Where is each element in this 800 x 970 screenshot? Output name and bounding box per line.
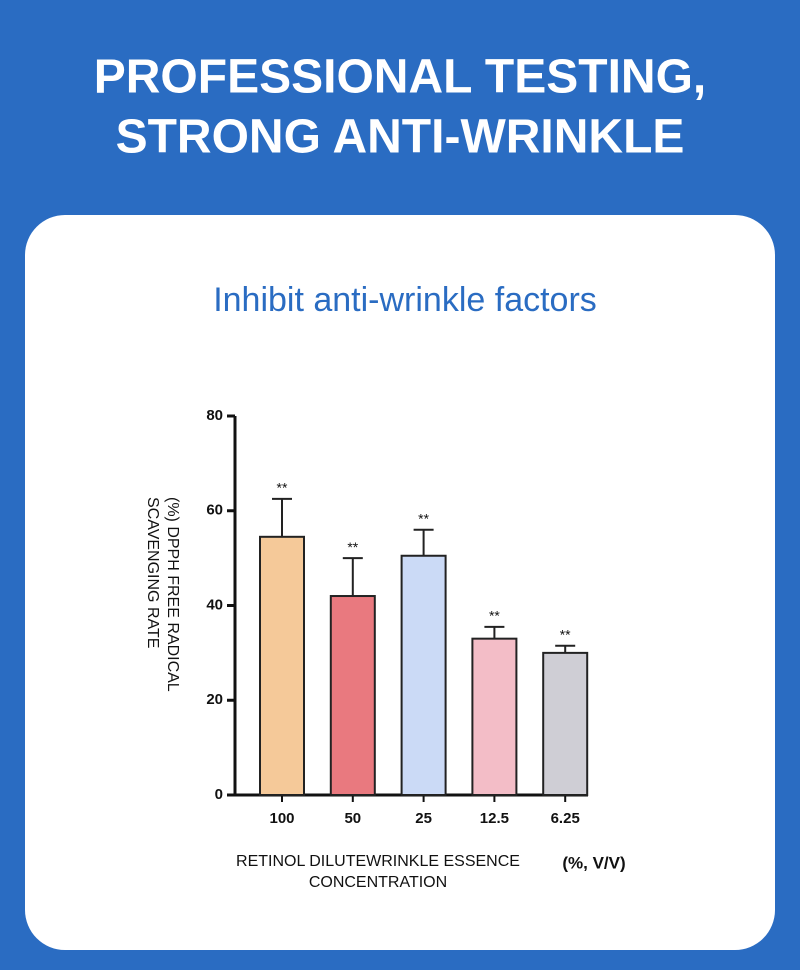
significance-label: **: [489, 608, 500, 624]
y-tick-label: 20: [206, 691, 223, 708]
x-tick-label: 50: [344, 810, 361, 827]
significance-label: **: [560, 626, 571, 642]
bar: [329, 595, 376, 797]
error-bar: [555, 644, 576, 653]
card: [25, 215, 775, 950]
bar: [542, 651, 589, 796]
error-bar: [413, 528, 434, 556]
significance-label: **: [277, 480, 288, 496]
y-tick-label: 0: [215, 786, 223, 803]
x-axis-label: CONCENTRATION: [309, 874, 447, 891]
error-bar: [272, 497, 292, 537]
y-axis-label: SCAVENGING RATE: [144, 497, 161, 648]
significance-label: **: [347, 539, 358, 555]
x-tick-label: 6.25: [551, 810, 580, 827]
x-tick-label: 100: [269, 810, 294, 827]
significance-label: **: [418, 510, 429, 526]
bar: [400, 554, 447, 796]
x-tick-label: 25: [415, 810, 432, 827]
y-tick-label: 80: [206, 407, 223, 424]
y-tick-label: 40: [206, 596, 223, 613]
y-axis-label: (%) DPPH FREE RADICAL: [164, 497, 181, 692]
x-axis-label: RETINOL DILUTEWRINKLE ESSENCE: [236, 853, 520, 870]
chart-title: Inhibit anti-wrinkle factors: [213, 281, 597, 319]
headline: STRONG ANTI-WRINKLE: [116, 111, 685, 164]
error-bar: [342, 557, 363, 597]
bar: [259, 535, 305, 797]
x-tick-label: 12.5: [480, 810, 509, 827]
error-bar: [484, 625, 505, 639]
y-tick-label: 60: [206, 502, 223, 519]
bar: [471, 637, 518, 796]
headline: PROFESSIONAL TESTING,: [94, 51, 707, 104]
x-axis-unit: (%, V/V): [562, 853, 625, 872]
